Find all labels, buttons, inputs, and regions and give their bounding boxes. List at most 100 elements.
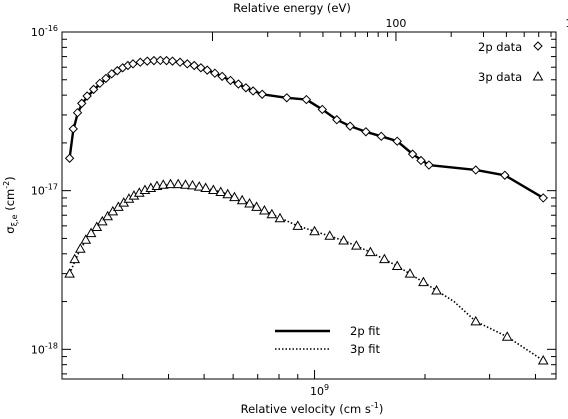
data-point-2p <box>101 73 111 84</box>
data-point-3p <box>107 205 119 216</box>
legend-triangle-marker <box>532 70 544 81</box>
data-point-3p <box>64 268 75 278</box>
data-point-2p <box>392 136 402 146</box>
plot-frame <box>61 31 557 380</box>
data-point-2p <box>210 68 220 78</box>
series-3p-data <box>64 178 549 365</box>
data-point-2p <box>376 131 386 142</box>
data-point-2p <box>248 86 258 96</box>
data-point-3p <box>200 182 212 192</box>
y-tick-label: 10-18 <box>31 341 58 356</box>
data-point-2p <box>202 65 212 75</box>
fit-line-2p <box>68 59 544 199</box>
data-point-3p <box>309 225 320 236</box>
data-point-2p <box>241 83 251 93</box>
data-point-3p <box>418 276 429 287</box>
y-axis-label: σξ,e (cm-2) <box>2 176 19 233</box>
data-point-3p <box>470 315 482 326</box>
y-axis-label-tail: ) <box>3 176 17 181</box>
data-point-2p <box>196 63 206 73</box>
data-point-2p <box>332 115 342 125</box>
data-point-3p <box>80 234 92 244</box>
data-point-2p <box>407 149 418 159</box>
data-point-2p <box>500 170 510 180</box>
data-point-3p <box>165 178 176 189</box>
data-point-2p <box>77 98 87 109</box>
x-tick-label: 109 <box>310 383 329 398</box>
data-point-3p <box>244 197 255 208</box>
data-point-2p <box>95 78 105 89</box>
data-point-3p <box>187 179 198 190</box>
data-point-2p <box>345 121 355 131</box>
data-point-3p <box>351 240 362 250</box>
y-axis-label-symbol: σ <box>3 226 17 233</box>
data-point-3p <box>266 208 278 219</box>
top-tick-label: 100 <box>385 17 406 30</box>
data-point-3p <box>172 178 184 189</box>
data-point-3p <box>391 260 403 271</box>
x-axis-label-tail: ) <box>379 402 384 416</box>
y-tick-label: 10-17 <box>31 183 58 198</box>
x-axis-label-text: Relative velocity (cm s <box>241 402 371 416</box>
data-point-3p <box>431 284 442 295</box>
y-axis-label-units: (cm <box>3 189 17 215</box>
data-point-3p <box>251 201 262 211</box>
top-tick-label: 1000 <box>565 17 568 30</box>
data-point-2p <box>189 60 199 71</box>
data-point-2p <box>317 104 328 115</box>
legend-diamond-marker <box>533 41 543 51</box>
data-point-3p <box>157 179 169 189</box>
data-point-3p <box>193 181 205 191</box>
axis-tick-labels: 109 10-16 10-17 10-18 100 1000 <box>31 17 568 398</box>
y-tick-label: 10-16 <box>31 24 58 39</box>
x-axis-label-exponent: -1 <box>371 401 379 410</box>
data-point-2p <box>149 55 159 66</box>
data-point-3p <box>96 215 108 226</box>
data-point-2p <box>182 59 193 69</box>
data-point-3p <box>404 268 416 278</box>
data-point-3p <box>338 234 349 245</box>
data-point-3p <box>379 253 390 264</box>
data-point-3p <box>501 331 513 341</box>
legend-2p-fit-label: 2p fit <box>350 324 381 338</box>
data-point-3p <box>180 179 191 189</box>
data-point-2p <box>471 165 481 175</box>
data-point-3p <box>229 191 240 202</box>
y-axis-label-subscript: ξ,e <box>10 214 19 226</box>
data-point-3p <box>91 221 103 232</box>
data-point-2p <box>538 193 548 203</box>
data-point-3p <box>274 212 286 223</box>
axis-ticks <box>62 32 556 379</box>
data-point-3p <box>222 188 234 199</box>
data-point-2p <box>233 79 244 89</box>
data-point-2p <box>161 55 172 66</box>
data-point-3p <box>324 230 336 240</box>
data-point-3p <box>85 227 97 238</box>
data-point-2p <box>225 75 236 86</box>
x-axis-label: Relative velocity (cm s-1) <box>241 401 384 416</box>
data-point-2p <box>424 160 434 170</box>
data-point-2p <box>128 59 138 69</box>
data-point-2p <box>175 57 185 67</box>
data-point-3p <box>236 194 248 205</box>
data-point-3p <box>208 184 219 194</box>
data-point-2p <box>88 84 99 95</box>
legend-fits: 2p fit 3p fit <box>275 324 381 356</box>
data-point-2p <box>82 91 92 101</box>
data-point-3p <box>215 186 227 197</box>
data-point-3p <box>365 246 376 257</box>
data-point-2p <box>361 127 371 137</box>
legend-3p-fit-label: 3p fit <box>350 342 381 356</box>
legend-2p-data-label: 2p data <box>478 40 522 54</box>
data-point-2p <box>217 71 227 82</box>
data-point-2p <box>282 93 292 103</box>
data-point-2p <box>135 57 145 67</box>
legend-3p-data-label: 3p data <box>478 70 522 84</box>
data-point-3p <box>102 210 114 221</box>
data-point-2p <box>416 155 426 166</box>
legend-data: 2p data 3p data <box>478 40 544 84</box>
data-point-2p <box>64 153 75 163</box>
data-point-3p <box>69 253 81 264</box>
data-point-2p <box>155 55 166 66</box>
